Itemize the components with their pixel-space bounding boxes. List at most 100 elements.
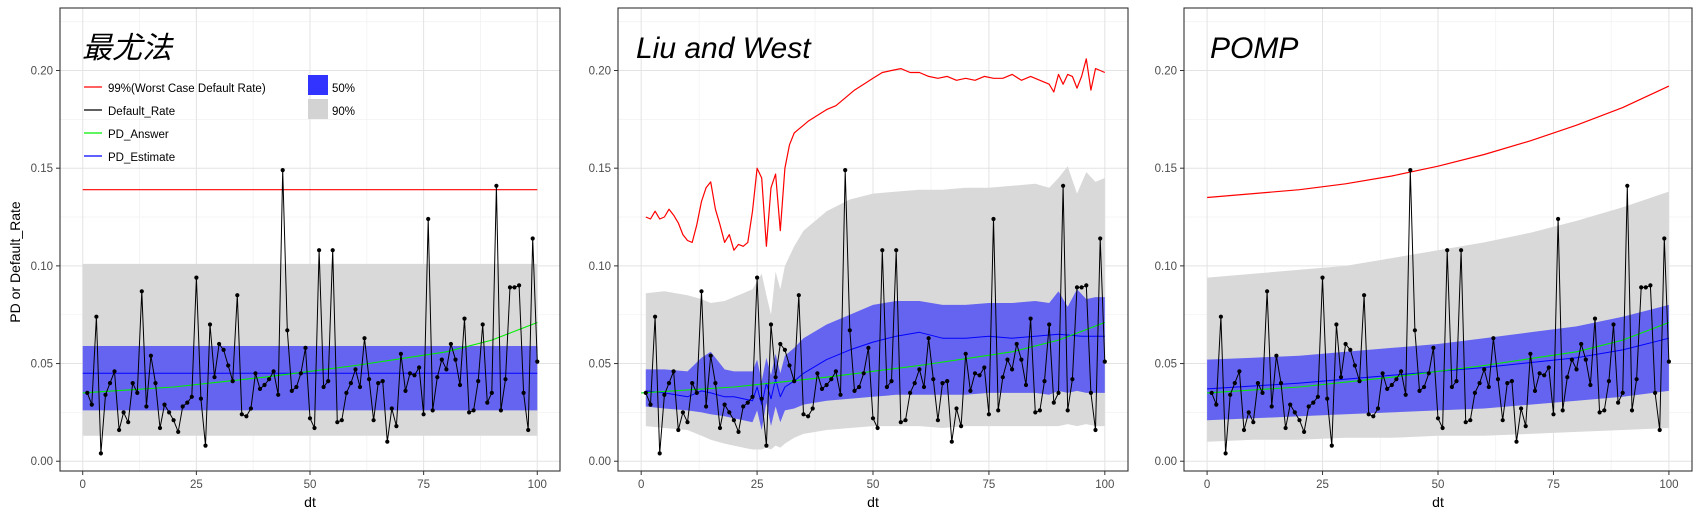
- default-rate-point: [1325, 396, 1330, 401]
- default-rate-point: [1241, 427, 1247, 433]
- default-rate-point: [139, 289, 144, 294]
- default-rate-point: [226, 363, 231, 368]
- default-rate-point: [444, 367, 449, 372]
- default-rate-point: [1042, 379, 1047, 384]
- y-axis-title: PD or Default_Rate: [7, 201, 23, 323]
- series-line-worst-case: [645, 58, 1106, 251]
- default-rate-point: [1657, 427, 1662, 433]
- default-rate-point: [875, 425, 880, 431]
- legend-label-default-rate: Default_Rate: [108, 106, 175, 118]
- default-rate-point: [371, 418, 376, 423]
- default-rate-point: [1616, 400, 1621, 405]
- default-rate-point: [1251, 420, 1256, 425]
- x-tick-label: 50: [1432, 479, 1445, 491]
- legend-label-pd-estimate: PD_Estimate: [108, 152, 175, 164]
- default-rate-point: [1445, 248, 1450, 253]
- default-rate-point: [870, 416, 876, 421]
- default-rate-point: [489, 390, 494, 395]
- default-rate-point: [986, 412, 992, 417]
- default-rate-point: [512, 285, 517, 290]
- default-rate-point: [1426, 371, 1431, 376]
- default-rate-point: [1079, 285, 1084, 290]
- default-rate-point: [648, 402, 653, 407]
- default-rate-point: [176, 429, 181, 434]
- default-rate-point: [921, 384, 927, 390]
- default-rate-point: [1084, 283, 1089, 288]
- default-rate-point: [1389, 382, 1394, 388]
- default-rate-point: [764, 443, 769, 448]
- default-rate-point: [1037, 408, 1042, 413]
- y-tick-label: 0.10: [1155, 261, 1177, 273]
- default-rate-point: [480, 322, 485, 327]
- default-rate-point: [353, 367, 358, 372]
- y-tick-label: 0.05: [31, 359, 53, 371]
- default-rate-point: [289, 388, 294, 393]
- default-rate-point: [1408, 168, 1413, 173]
- default-rate-point: [257, 386, 263, 391]
- default-rate-point: [852, 388, 857, 393]
- default-rate-point: [1274, 353, 1279, 358]
- default-rate-point: [435, 375, 440, 380]
- y-tick-label: 0.00: [1155, 456, 1177, 468]
- default-rate-point: [321, 384, 326, 390]
- default-rate-point: [448, 341, 453, 347]
- default-rate-point: [1209, 390, 1214, 395]
- default-rate-point: [977, 373, 982, 378]
- panel-pomp: POMP 0 25 50 75 100 0.00 0.05 0.10 0.15 0.20 dt: [1155, 7, 1693, 510]
- default-rate-point: [1569, 357, 1574, 362]
- default-rate-point: [708, 353, 713, 358]
- default-rate-point: [1102, 359, 1107, 364]
- default-rate-point: [1320, 275, 1325, 280]
- x-tick-label: 0: [80, 479, 86, 491]
- y-tick-label: 0.05: [1155, 359, 1177, 371]
- default-rate-point: [1019, 357, 1024, 362]
- default-rate-point: [362, 336, 367, 341]
- default-rate-point: [727, 410, 732, 415]
- default-rate-point: [884, 384, 890, 390]
- default-rate-point: [1648, 283, 1653, 288]
- default-rate-point: [267, 377, 272, 382]
- default-rate-point: [1606, 379, 1611, 384]
- default-rate-point: [1362, 293, 1367, 298]
- default-rate-point: [996, 408, 1001, 413]
- default-rate-point: [1542, 373, 1547, 378]
- panel-maximum-likelihood: 最尤法 0 25 50 75 100 0.00 0.05 0.10 0.15 0.20 dt: [31, 7, 561, 510]
- default-rate-point: [1482, 367, 1487, 372]
- default-rate-point: [810, 406, 815, 411]
- default-rate-point: [1417, 388, 1422, 393]
- default-rate-point: [430, 408, 435, 413]
- default-rate-point: [1597, 410, 1602, 415]
- default-rate-point: [1629, 408, 1635, 413]
- default-rate-point: [417, 365, 422, 370]
- y-tick-label: 0.20: [1155, 66, 1177, 78]
- series-layer: [82, 168, 540, 456]
- default-rate-point: [1560, 408, 1565, 413]
- default-rate-point: [1639, 285, 1644, 290]
- default-rate-point: [403, 388, 408, 393]
- default-rate-point: [189, 394, 194, 399]
- panel-title: 最尤法: [82, 32, 174, 65]
- default-rate-point: [778, 341, 783, 347]
- default-rate-point: [680, 410, 686, 415]
- default-rate-point: [148, 353, 153, 358]
- default-rate-point: [1468, 418, 1473, 423]
- default-rate-point: [1033, 410, 1038, 415]
- default-rate-point: [1574, 367, 1579, 372]
- default-rate-point: [1625, 183, 1630, 188]
- default-rate-point: [1348, 347, 1353, 352]
- default-rate-point: [389, 406, 394, 411]
- default-rate-point: [407, 371, 413, 376]
- default-rate-point: [212, 375, 217, 380]
- default-rate-point: [280, 168, 285, 173]
- default-rate-point: [843, 168, 848, 173]
- default-rate-point: [889, 379, 894, 384]
- x-tick-label: 100: [1095, 479, 1114, 491]
- default-rate-point: [1255, 381, 1260, 386]
- default-rate-point: [344, 390, 349, 395]
- default-rate-point: [1000, 375, 1005, 380]
- default-rate-point: [312, 425, 317, 431]
- default-rate-point: [126, 420, 131, 425]
- default-rate-point: [1283, 425, 1288, 431]
- default-rate-point: [1500, 418, 1505, 423]
